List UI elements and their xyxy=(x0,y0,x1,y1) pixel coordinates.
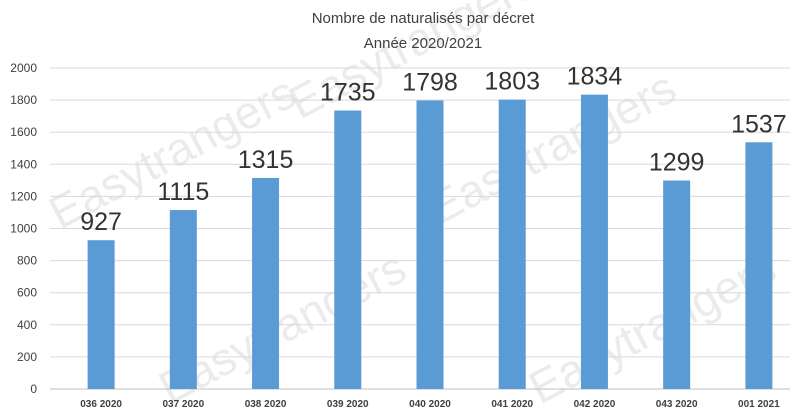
y-tick-label: 800 xyxy=(17,254,37,268)
x-tick-label: 043 2020 xyxy=(656,399,698,410)
data-label: 927 xyxy=(80,208,122,236)
x-tick-label: 037 2020 xyxy=(162,399,204,410)
bar xyxy=(169,210,197,389)
y-tick-label: 600 xyxy=(17,286,37,300)
x-tick-label: 040 2020 xyxy=(409,399,451,410)
y-tick-label: 1800 xyxy=(10,93,37,107)
bar xyxy=(498,99,526,389)
y-tick-label: 0 xyxy=(30,382,37,396)
data-label: 1537 xyxy=(731,110,787,138)
y-tick-label: 400 xyxy=(17,318,37,332)
data-label: 1299 xyxy=(649,149,705,177)
bar xyxy=(87,240,115,389)
chart-subtitle: Année 2020/2021 xyxy=(364,35,482,52)
chart-title: Nombre de naturalisés par décret xyxy=(312,10,535,27)
x-axis: 036 2020 037 2020 038 2020 039 2020 040 2020… xyxy=(80,399,780,410)
watermark-text: Easytrangers xyxy=(520,241,784,414)
bar xyxy=(580,94,608,389)
watermark-text: Easytrangers xyxy=(420,61,684,234)
bar xyxy=(416,100,444,390)
x-tick-label: 036 2020 xyxy=(80,399,122,410)
bar xyxy=(334,110,362,389)
y-tick-label: 2000 xyxy=(10,61,37,75)
bars xyxy=(87,94,773,390)
bar xyxy=(745,142,773,389)
y-tick-label: 1000 xyxy=(10,222,37,236)
y-tick-label: 1600 xyxy=(10,125,37,139)
data-label: 1735 xyxy=(320,79,376,107)
data-labels: 927 1115 1315 1735 1798 1803 1834 1299 1537 xyxy=(80,63,786,237)
x-tick-label: 041 2020 xyxy=(491,399,533,410)
bar xyxy=(252,177,280,389)
y-tick-label: 1400 xyxy=(10,157,37,171)
x-tick-label: 042 2020 xyxy=(574,399,616,410)
data-label: 1834 xyxy=(567,63,623,91)
data-label: 1798 xyxy=(402,68,458,96)
x-tick-label: 038 2020 xyxy=(245,399,287,410)
data-label: 1115 xyxy=(157,178,209,206)
x-tick-label: 039 2020 xyxy=(327,399,369,410)
data-label: 1803 xyxy=(484,68,540,96)
data-label: 1315 xyxy=(238,146,294,174)
y-tick-label: 200 xyxy=(17,350,37,364)
y-axis: 0 200 400 600 800 1000 1200 1400 1600 1800 2000 xyxy=(10,61,37,396)
x-tick-label: 001 2021 xyxy=(738,399,780,410)
bar xyxy=(663,180,691,389)
y-tick-label: 1200 xyxy=(10,189,37,203)
